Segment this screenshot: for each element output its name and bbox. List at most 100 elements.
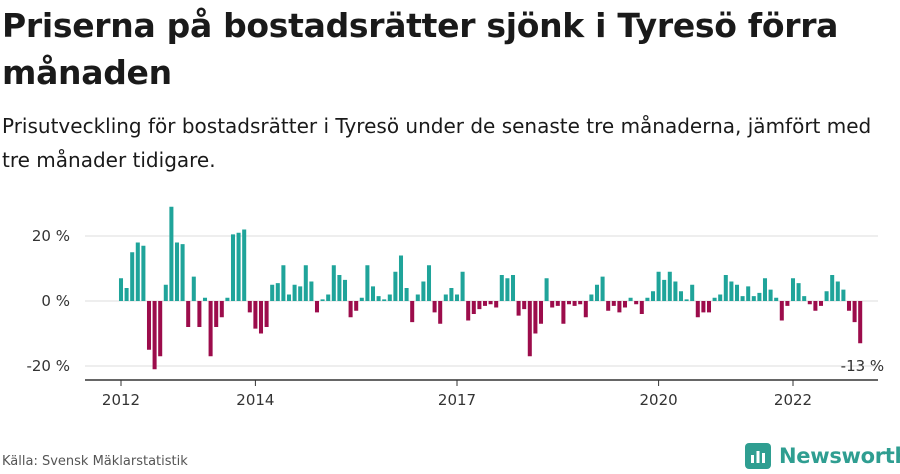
bar	[634, 301, 639, 305]
bar	[538, 301, 544, 324]
bar	[706, 301, 712, 313]
bar	[225, 297, 230, 301]
bar	[292, 284, 297, 301]
bar	[830, 275, 835, 301]
bar	[818, 301, 824, 306]
bar	[253, 301, 258, 329]
bar	[264, 301, 269, 327]
bar	[858, 301, 863, 344]
bar	[628, 297, 633, 301]
bar	[146, 301, 152, 350]
bar	[594, 284, 600, 301]
bar	[813, 301, 818, 311]
chart-subtitle: Prisutveckling för bostadsrätter i Tyres…	[2, 114, 872, 172]
bar	[169, 206, 174, 301]
newsworthy-logo-text: Newsworthy	[779, 444, 900, 468]
bar	[650, 291, 656, 301]
bar	[197, 301, 202, 327]
bar	[477, 301, 482, 310]
bar	[326, 294, 331, 301]
bar	[303, 265, 308, 301]
bar	[723, 275, 728, 301]
bar	[298, 286, 303, 302]
bar	[544, 278, 549, 301]
bar	[314, 301, 320, 313]
bar	[841, 289, 846, 302]
bar	[482, 301, 488, 306]
bar	[656, 271, 661, 301]
bar	[348, 301, 353, 318]
bar	[667, 271, 672, 301]
bar	[589, 294, 594, 301]
bar	[337, 275, 342, 301]
bar	[130, 252, 135, 301]
bar	[320, 299, 325, 302]
newsworthy-logo-icon	[745, 443, 771, 469]
bar	[354, 301, 359, 311]
bar	[785, 301, 790, 306]
bar	[236, 232, 241, 301]
bar	[370, 286, 376, 302]
bar	[494, 301, 499, 308]
bar	[438, 301, 443, 324]
bar	[404, 288, 409, 301]
bar	[555, 301, 560, 306]
bar	[678, 291, 684, 301]
bar	[393, 271, 398, 301]
last-value-label: -13 %	[841, 357, 885, 375]
bar	[158, 301, 163, 357]
bar	[415, 294, 420, 301]
bar	[533, 301, 538, 334]
bar	[578, 301, 583, 305]
bar	[516, 301, 521, 316]
bar	[572, 301, 577, 306]
bar	[275, 283, 280, 302]
bar	[342, 279, 348, 302]
bar	[466, 301, 471, 321]
y-tick-label: 0 %	[41, 292, 70, 310]
bar	[242, 229, 247, 301]
bar	[376, 296, 381, 302]
bar	[639, 301, 644, 314]
x-tick-label: 2012	[102, 391, 140, 409]
bar	[622, 301, 628, 308]
bar	[460, 271, 465, 301]
bar	[712, 297, 717, 301]
bar	[421, 281, 426, 301]
bar	[846, 301, 852, 311]
bar	[751, 296, 756, 302]
bar	[807, 301, 812, 305]
bar	[449, 288, 454, 301]
bar	[684, 299, 689, 302]
bar	[174, 242, 180, 301]
newsworthy-logo: Newsworthy	[745, 441, 900, 471]
bar	[729, 281, 734, 301]
bar	[365, 265, 370, 301]
source-note: Källa: Svensk Mäklarstatistik	[2, 454, 188, 469]
x-tick-label: 2014	[236, 391, 274, 409]
bar	[382, 299, 387, 302]
bar	[286, 294, 292, 301]
x-tick-label: 2017	[438, 391, 476, 409]
bar	[740, 296, 745, 302]
bar	[600, 276, 605, 302]
bar	[824, 291, 829, 301]
bar	[701, 301, 706, 313]
bar	[488, 301, 493, 305]
bar	[186, 301, 191, 327]
label-layer: 20 % 0 % -20 % 2012 2014 2017 2020 2022 -13 %	[26, 227, 884, 409]
bar	[247, 301, 252, 313]
bar-layer	[118, 206, 863, 370]
bar	[426, 265, 432, 301]
bar	[606, 301, 611, 311]
bar	[499, 275, 504, 301]
bar	[230, 234, 236, 302]
bar	[662, 279, 667, 302]
bar	[796, 283, 801, 302]
bar	[779, 301, 784, 321]
bar	[527, 301, 532, 357]
bar	[443, 294, 448, 301]
x-tick-label: 2022	[774, 391, 812, 409]
bar	[432, 301, 437, 313]
